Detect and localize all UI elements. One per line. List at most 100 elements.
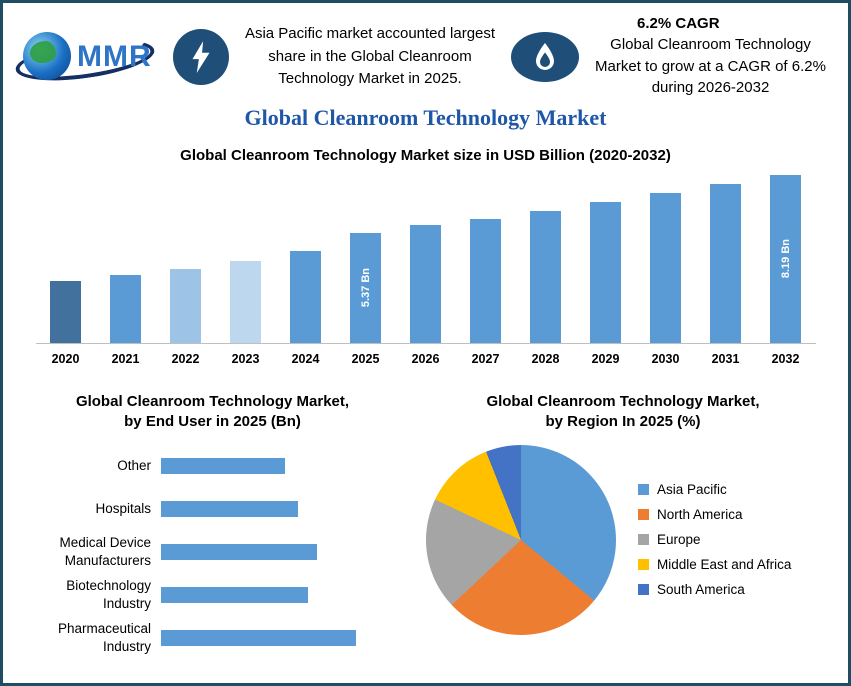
x-axis-label: 2027 [471, 352, 500, 366]
bar-2027 [470, 219, 501, 343]
hbar-track [161, 458, 408, 474]
bar-column: 2020 [35, 174, 96, 366]
hbar-category-label: Medical Device Manufacturers [59, 535, 151, 568]
bar-column: 2031 [695, 174, 756, 366]
bar-2031 [710, 184, 741, 343]
bar-2025: 5.37 Bn [350, 233, 381, 343]
hbar-category-label: Hospitals [95, 501, 151, 517]
hbar-category-label: Other [117, 458, 151, 474]
x-axis-label: 2022 [171, 352, 200, 366]
bar-data-label: 8.19 Bn [779, 239, 792, 279]
bar-chart-title: Global Cleanroom Technology Market size … [180, 147, 671, 164]
region-title-line2: by Region In 2025 (%) [545, 413, 701, 431]
legend-swatch [638, 484, 649, 495]
bar-column: 2029 [575, 174, 636, 366]
x-axis-label: 2021 [111, 352, 140, 366]
logo-text: MMR [77, 40, 152, 73]
bar-column: 2021 [95, 174, 156, 366]
hbar-row: Pharmaceutical Industry [23, 617, 408, 660]
header: MMR Asia Pacific market accounted larges… [3, 3, 848, 103]
hbar-other [161, 458, 285, 474]
hbar-row: Biotechnology Industry [23, 574, 408, 617]
bar-column: 2027 [455, 174, 516, 366]
flame-icon [536, 43, 554, 70]
hbar-category-label: Pharmaceutical Industry [57, 621, 151, 654]
hbar-row: Other [23, 445, 408, 488]
bar-column: 2026 [395, 174, 456, 366]
legend-swatch [638, 584, 649, 595]
bar-2026 [410, 225, 441, 343]
hbar-pharmaceutical-industry [161, 630, 356, 646]
bar-2030 [650, 193, 681, 343]
end-user-bar-chart: Other Hospitals Medical Device Manufacture… [17, 445, 408, 660]
bottom-section: Global Cleanroom Technology Market, by E… [3, 392, 848, 660]
legend-label: South America [657, 582, 745, 597]
legend-label: Europe [657, 532, 701, 547]
bar-plot-cell [695, 174, 756, 344]
end-user-chart-panel: Global Cleanroom Technology Market, by E… [3, 392, 408, 660]
bar-2022 [170, 269, 201, 343]
end-user-title-line1: Global Cleanroom Technology Market, [75, 393, 350, 410]
legend-label: North America [657, 507, 743, 522]
bar-column: 2023 [215, 174, 276, 366]
hbar-row: Medical Device Manufacturers [23, 531, 408, 574]
bar-column: 5.37 Bn 2025 [335, 174, 396, 366]
x-axis-label: 2028 [531, 352, 560, 366]
legend-swatch [638, 534, 649, 545]
bar-column: 8.19 Bn 2032 [755, 174, 816, 366]
region-chart-panel: Global Cleanroom Technology Market, by R… [408, 392, 838, 660]
market-size-bar-chart: Global Cleanroom Technology Market size … [3, 147, 848, 366]
bar-2024 [290, 251, 321, 343]
hbar-track [161, 501, 408, 517]
legend-item: Asia Pacific [638, 482, 791, 497]
lightning-bolt-icon [192, 41, 210, 73]
bar-2029 [590, 202, 621, 343]
pie-legend: Asia Pacific North America Europe Middle Ea… [638, 472, 791, 607]
x-axis-label: 2025 [351, 352, 380, 366]
x-axis-label: 2020 [51, 352, 80, 366]
x-axis-label: 2024 [291, 352, 320, 366]
x-axis-label: 2029 [591, 352, 620, 366]
hbar-category-label: Biotechnology Industry [66, 578, 151, 611]
bar-2032: 8.19 Bn [770, 175, 801, 343]
bar-plot-cell [635, 174, 696, 344]
header-callout-cagr: 6.2% CAGR Global Cleanroom Technology Ma… [589, 15, 838, 99]
x-axis-label: 2031 [711, 352, 740, 366]
hbar-track [161, 630, 408, 646]
bar-chart-plot: 2020 2021 2022 2023 2024 5.37 Bn 2025 2026 2027 2… [3, 174, 848, 366]
pie-area: Asia Pacific North America Europe Middle Ea… [408, 444, 838, 635]
cagr-title: 6.2% CAGR [637, 14, 720, 32]
bar-column: 2022 [155, 174, 216, 366]
region-title-line1: Global Cleanroom Technology Market, [486, 393, 760, 410]
legend-item: Middle East and Africa [638, 557, 791, 572]
bar-plot-cell [155, 174, 216, 344]
legend-label: Middle East and Africa [657, 557, 792, 572]
hbar-track [161, 544, 408, 560]
bar-plot-cell: 8.19 Bn [755, 174, 816, 344]
end-user-chart-title: Global Cleanroom Technology Market, by E… [17, 392, 408, 433]
bar-column: 2030 [635, 174, 696, 366]
bar-plot-cell [215, 174, 276, 344]
end-user-title-line2: by End User in 2025 (Bn) [124, 413, 301, 431]
bar-plot-cell [395, 174, 456, 344]
bar-plot-cell [35, 174, 96, 344]
bar-2028 [530, 211, 561, 343]
legend-swatch [638, 509, 649, 520]
legend-item: North America [638, 507, 791, 522]
bar-plot-cell [275, 174, 336, 344]
bar-2020 [50, 281, 81, 343]
page-title: Global Cleanroom Technology Market [244, 105, 607, 130]
flame-badge [511, 32, 579, 82]
bar-plot-cell [515, 174, 576, 344]
region-chart-title: Global Cleanroom Technology Market, by R… [408, 392, 838, 433]
bar-plot-cell: 5.37 Bn [335, 174, 396, 344]
bar-2021 [110, 275, 141, 343]
legend-label: Asia Pacific [657, 482, 727, 497]
bar-2023 [230, 261, 261, 343]
x-axis-label: 2026 [411, 352, 440, 366]
bar-column: 2028 [515, 174, 576, 366]
x-axis-label: 2032 [771, 352, 800, 366]
legend-item: South America [638, 582, 791, 597]
hbar-hospitals [161, 501, 298, 517]
